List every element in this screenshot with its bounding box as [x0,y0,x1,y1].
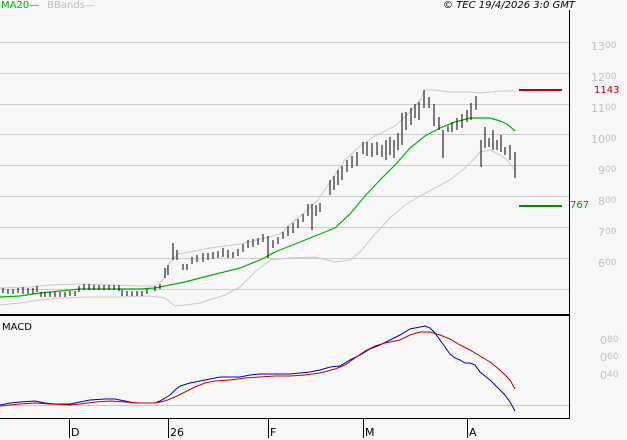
macd-tick-040: 040 [600,369,619,382]
xaxis-label-apr: A [469,426,477,439]
xaxis-label-feb: F [270,426,277,439]
chart-legend: MA20— BBands— [1,0,95,12]
resistance-label: 1143 [594,85,620,96]
legend-bbands: BBands— [47,0,95,11]
copyright-timestamp: © TEC 19/4/2026 3:0 GMT [443,0,575,11]
price-tick-1200: 1200 [591,71,617,84]
ma20-line [0,117,516,298]
bband-upper-line [0,89,515,289]
price-tick-1300: 1300 [591,40,617,53]
macd-line [0,325,516,412]
price-grid [0,42,569,290]
price-tick-800: 800 [598,195,617,208]
price-tick-1000: 1000 [591,133,617,146]
signal-line [0,331,516,407]
macd-tick-060: 060 [600,351,619,364]
time-axis-ticks [69,418,468,438]
price-tick-900: 900 [598,164,617,177]
price-tick-1100: 1100 [591,102,617,115]
price-tick-600: 600 [598,257,617,270]
macd-tick-080: 080 [600,334,619,347]
bband-lower-line [0,149,516,307]
support-label: 767 [570,200,590,211]
xaxis-label-mar: M [365,426,375,439]
xaxis-label-dec: D [71,426,80,439]
price-bars [2,90,516,297]
xaxis-label-2026: 26 [170,426,184,439]
price-tick-700: 700 [598,226,617,239]
legend-ma20: MA20— [1,0,40,11]
macd-title: MACD [2,322,32,333]
